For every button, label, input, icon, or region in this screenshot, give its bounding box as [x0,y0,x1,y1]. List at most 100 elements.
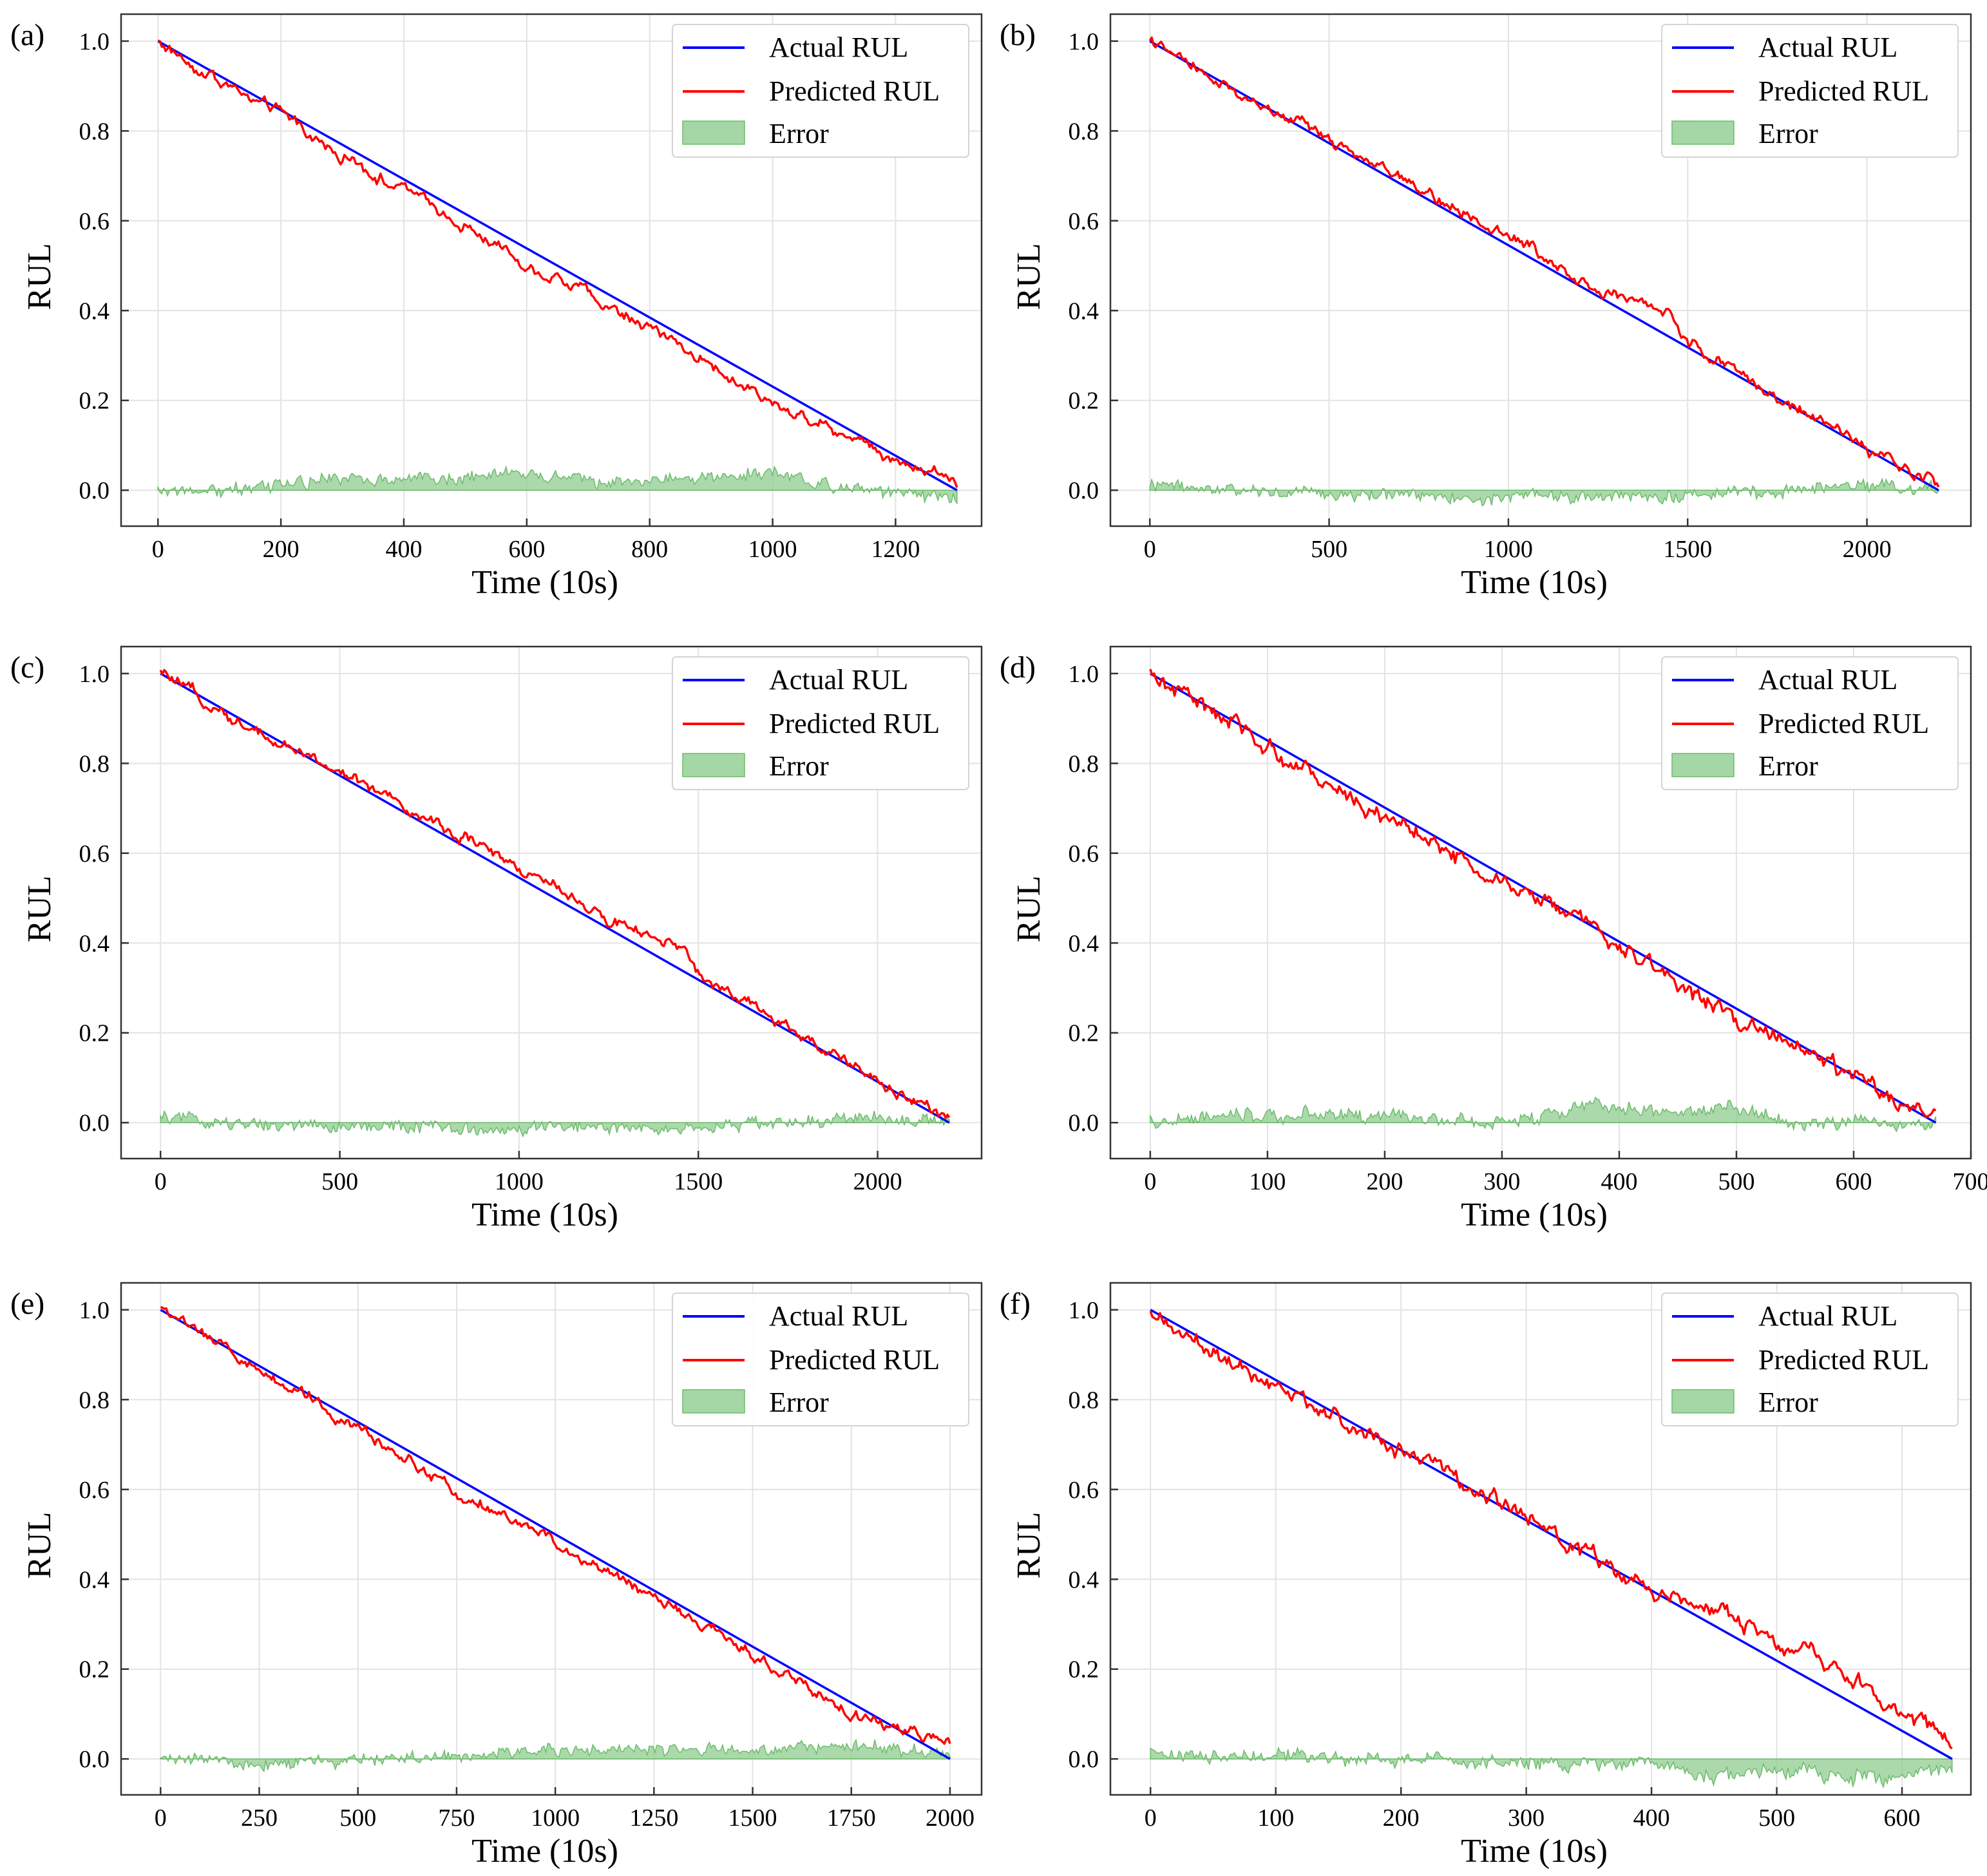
x-tick-label: 0 [1144,1168,1156,1195]
y-tick-label: 0.6 [1069,840,1099,867]
x-tick-label: 600 [1884,1805,1921,1832]
legend: Actual RUL Predicted RUL Error [1661,1293,1959,1426]
x-tick-label: 400 [1633,1805,1670,1832]
legend-swatch-error [682,753,745,777]
predicted-rul-line [1149,1311,1953,1750]
y-tick-label: 0.8 [79,118,110,145]
legend-box [672,656,969,790]
axes-frame [1109,1282,1972,1796]
x-tick-label: 800 [631,536,668,563]
legend-box [672,1293,969,1426]
y-axis-label: RUL [21,243,58,310]
legend-label: Actual RUL [769,1300,908,1332]
y-tick-label: 0.4 [79,298,110,325]
legend-label: Predicted RUL [1758,75,1929,107]
x-tick-label: 1500 [728,1805,777,1832]
plot-area [157,39,958,505]
panel-label: (c) [10,650,44,685]
legend: Actual RUL Predicted RUL Error [672,1293,969,1426]
x-tick-label: 0 [152,536,164,563]
y-tick-label: 1.0 [1069,661,1099,688]
legend-box [1661,1293,1959,1426]
x-tick-label: 1000 [531,1805,580,1832]
legend-swatch-error [1671,753,1735,777]
x-tick-label: 500 [1718,1168,1754,1195]
x-tick-label: 2000 [853,1168,902,1195]
x-tick-label: 100 [1257,1805,1294,1832]
panel-5: 0 250 500 750 1000 1250 1500 1750 2000 0.0 0.2 0.4 0… [10,1282,983,1870]
legend: Actual RUL Predicted RUL Error [1661,24,1959,158]
plot-area [1148,36,1940,507]
x-axis-label: Time (10s) [471,564,618,601]
x-tick-label: 0 [155,1805,167,1832]
legend-label: Predicted RUL [769,1344,940,1376]
x-tick-label: 500 [339,1805,376,1832]
legend-swatch-error [1671,120,1735,145]
y-tick-label: 0.8 [1069,1387,1099,1414]
legend-swatch-error [1671,1389,1735,1414]
legend-label: Actual RUL [1758,664,1897,696]
y-tick-label: 0.8 [1069,118,1099,145]
x-axis-label: Time (10s) [471,1833,618,1870]
axes-frame [1109,645,1972,1160]
y-tick-label: 0.0 [1069,1110,1099,1137]
x-tick-label: 1250 [629,1805,678,1832]
x-tick-label: 600 [1835,1168,1872,1195]
predicted-rul-line [1149,668,1937,1119]
x-axis-label: Time (10s) [471,1197,618,1233]
y-tick-label: 0.0 [79,1746,110,1773]
legend-label: Actual RUL [769,664,908,696]
y-tick-label: 0.0 [1069,1746,1099,1773]
y-tick-label: 0.8 [79,1387,110,1414]
y-tick-label: 0.2 [1069,388,1099,415]
x-tick-label: 600 [508,536,545,563]
predicted-rul-line [160,1306,951,1745]
legend-label: Error [1758,750,1818,782]
x-tick-label: 400 [1601,1168,1637,1195]
x-tick-label: 200 [1383,1805,1420,1832]
y-tick-label: 1.0 [79,1297,110,1324]
y-axis-label: RUL [1011,876,1047,943]
y-tick-label: 1.0 [1069,1297,1099,1324]
legend-label: Actual RUL [1758,32,1897,63]
panel-label: (e) [10,1287,44,1321]
y-tick-label: 0.2 [79,388,110,415]
x-axis-label: Time (10s) [1461,1833,1608,1870]
predicted-rul-line [159,668,951,1119]
y-tick-label: 0.6 [79,1477,110,1504]
panel-label: (b) [1000,18,1036,52]
y-tick-label: 0.6 [79,208,110,235]
y-tick-label: 0.2 [79,1656,110,1683]
actual-rul-line [1150,1309,1953,1760]
x-axis-label: Time (10s) [1461,1197,1608,1233]
x-tick-label: 200 [1366,1168,1403,1195]
y-tick-label: 0.0 [79,477,110,504]
x-tick-label: 1000 [1484,536,1533,563]
error-area [1150,1096,1937,1133]
panel-6: 0 100 200 300 400 500 600 0.0 0.2 0.4 0.6 0.8 1.0 Tim… [1000,1282,1972,1870]
y-tick-label: 1.0 [79,661,110,688]
axes-frame [120,645,983,1160]
y-axis-label: RUL [21,1512,58,1579]
x-tick-label: 500 [1758,1805,1795,1832]
x-tick-label: 2000 [1843,536,1892,563]
legend-label: Predicted RUL [769,708,940,739]
y-tick-label: 0.4 [1069,298,1099,325]
panel-3: 0 500 1000 1500 2000 0.0 0.2 0.4 0.6 0.8 1.0 Time (… [10,645,983,1233]
x-tick-label: 250 [241,1805,278,1832]
y-axis-label: RUL [1011,1512,1047,1579]
legend-swatch-error [682,1389,745,1414]
x-tick-label: 750 [438,1805,475,1832]
x-tick-label: 100 [1249,1168,1286,1195]
legend-label: Error [1758,118,1818,149]
legend: Actual RUL Predicted RUL Error [672,24,969,158]
panel-1: 0 200 400 600 800 1000 1200 0.0 0.2 0.4 0.6 0.8 1.0 T… [10,13,983,601]
x-tick-label: 0 [155,1168,167,1195]
legend: Actual RUL Predicted RUL Error [672,656,969,790]
y-tick-label: 0.0 [79,1110,110,1137]
predicted-rul-line [157,39,958,488]
y-tick-label: 0.4 [1069,1566,1099,1593]
y-tick-label: 0.4 [1069,930,1099,957]
actual-rul-line [157,40,958,491]
y-tick-label: 0.2 [1069,1656,1099,1683]
